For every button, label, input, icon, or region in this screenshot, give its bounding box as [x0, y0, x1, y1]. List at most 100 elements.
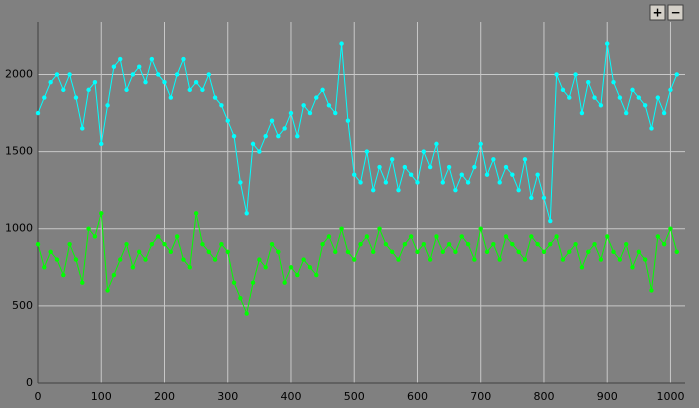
- data-point: [339, 41, 344, 46]
- data-point: [453, 187, 458, 193]
- data-point: [174, 72, 180, 77]
- y-tick-label: 0: [26, 376, 33, 389]
- data-point: [383, 180, 389, 185]
- data-point: [478, 226, 483, 231]
- data-point: [389, 157, 395, 162]
- y-tick-label: 1000: [5, 222, 33, 235]
- data-point: [560, 87, 566, 93]
- data-point: [307, 110, 313, 116]
- data-point: [231, 133, 237, 139]
- data-point: [288, 265, 294, 270]
- data-point: [35, 241, 41, 247]
- data-point: [80, 280, 85, 285]
- data-point: [288, 110, 294, 116]
- data-point: [421, 149, 426, 154]
- data-point: [516, 249, 521, 255]
- data-point: [630, 265, 635, 270]
- x-tick-label: 300: [217, 390, 238, 403]
- data-point: [598, 103, 604, 108]
- data-point: [187, 87, 192, 93]
- data-point: [244, 311, 249, 316]
- zoom-in-label[interactable]: +: [652, 6, 662, 20]
- data-point: [427, 164, 433, 170]
- data-point: [130, 265, 136, 270]
- data-point: [484, 172, 490, 177]
- data-point: [598, 257, 604, 262]
- data-point: [333, 110, 338, 116]
- data-point: [516, 187, 521, 193]
- data-point: [155, 72, 161, 77]
- data-point: [124, 241, 129, 247]
- data-point: [42, 265, 47, 270]
- data-point: [193, 79, 199, 85]
- data-point: [465, 180, 471, 185]
- data-point: [661, 110, 667, 116]
- data-point: [510, 172, 515, 177]
- data-point: [111, 64, 117, 69]
- data-point: [219, 241, 224, 247]
- data-point: [396, 187, 401, 193]
- data-point: [548, 218, 553, 224]
- data-point: [649, 288, 654, 293]
- data-point: [567, 95, 572, 100]
- data-point: [573, 241, 578, 247]
- x-tick-label: 900: [597, 390, 618, 403]
- data-point: [149, 241, 155, 247]
- data-point: [535, 241, 540, 247]
- data-point: [250, 280, 256, 285]
- data-point: [402, 241, 408, 247]
- data-point: [48, 249, 53, 255]
- data-point: [263, 133, 268, 139]
- data-point: [579, 110, 585, 116]
- data-point: [181, 56, 186, 62]
- zoom-out-label[interactable]: −: [670, 6, 680, 20]
- data-point: [168, 249, 174, 255]
- y-tick-label: 500: [12, 299, 33, 312]
- data-point: [459, 234, 464, 239]
- data-point: [446, 241, 452, 247]
- data-point: [73, 257, 79, 262]
- data-point: [541, 249, 547, 255]
- data-point: [162, 79, 167, 85]
- data-point: [320, 241, 325, 247]
- data-point: [35, 110, 41, 116]
- data-point: [491, 241, 496, 247]
- data-point: [623, 241, 629, 247]
- data-point: [522, 157, 528, 162]
- data-point: [61, 272, 66, 278]
- data-point: [105, 103, 110, 108]
- x-tick-label: 100: [91, 390, 112, 403]
- data-point: [655, 234, 661, 239]
- zoom-in-button[interactable]: [649, 4, 666, 21]
- data-point: [86, 87, 91, 93]
- data-point: [124, 87, 129, 93]
- data-point: [541, 195, 547, 201]
- data-point: [674, 72, 679, 77]
- x-tick-label: 700: [470, 390, 491, 403]
- data-point: [415, 180, 420, 185]
- data-point: [48, 79, 53, 85]
- data-point: [105, 288, 110, 293]
- data-point: [162, 241, 167, 247]
- data-point: [554, 72, 559, 77]
- data-point: [130, 72, 136, 77]
- data-point: [238, 295, 243, 301]
- data-point: [200, 241, 205, 247]
- data-point: [415, 249, 420, 255]
- data-point: [497, 257, 502, 262]
- data-point: [149, 56, 155, 62]
- data-point: [434, 141, 439, 147]
- x-tick-label: 1000: [656, 390, 684, 403]
- data-point: [54, 72, 60, 77]
- data-point: [352, 257, 357, 262]
- data-point: [168, 95, 174, 100]
- data-point: [143, 257, 148, 262]
- data-point: [345, 118, 351, 123]
- data-point: [377, 164, 382, 170]
- data-point: [548, 241, 553, 247]
- zoom-out-button[interactable]: [667, 4, 684, 21]
- data-point: [282, 280, 287, 285]
- data-point: [257, 257, 262, 262]
- data-point: [472, 164, 477, 170]
- data-point: [67, 241, 72, 247]
